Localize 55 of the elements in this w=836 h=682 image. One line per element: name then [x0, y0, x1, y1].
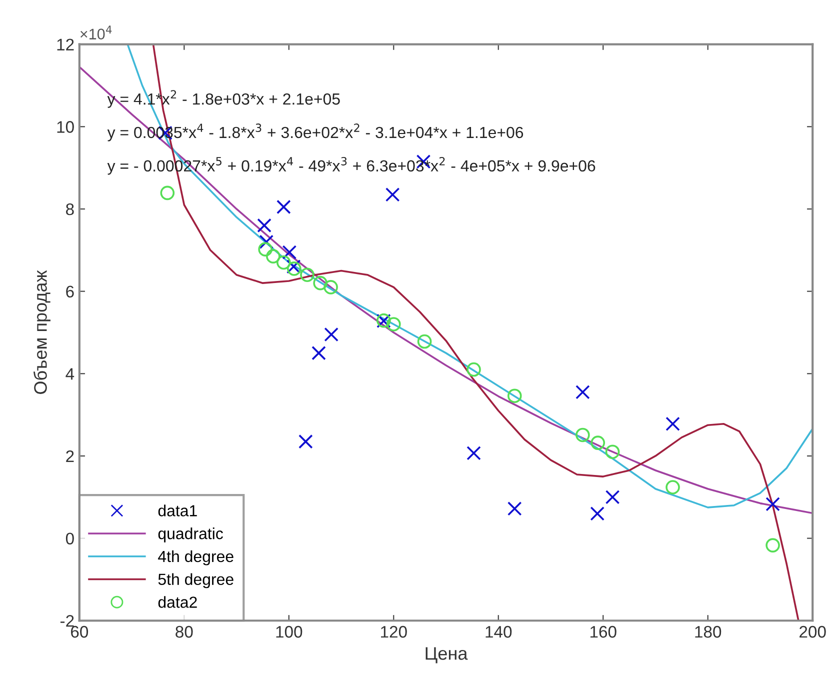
x-tick-label: 100 [276, 626, 302, 638]
point [766, 538, 780, 552]
legend-label: data1 [158, 504, 197, 516]
x-axis-title: Цена [426, 647, 468, 664]
point [590, 436, 606, 450]
y-tick-label: 6 [66, 286, 74, 298]
point [605, 490, 620, 504]
y-tick-label: 0 [66, 532, 74, 544]
legend-label: 5th degree [158, 573, 234, 588]
point [258, 242, 272, 256]
point [266, 249, 280, 264]
point [666, 416, 680, 432]
x-tick-label: 80 [176, 626, 193, 638]
x-tick-label: 160 [590, 626, 616, 638]
x-tick-label: 200 [800, 626, 826, 638]
point [507, 388, 522, 404]
point [282, 245, 297, 260]
y-tick-label: 12 [57, 38, 74, 50]
point [576, 385, 590, 400]
x-tick-label: 60 [71, 626, 88, 638]
point [298, 434, 313, 449]
point [386, 317, 401, 332]
point [313, 276, 328, 290]
point [276, 255, 291, 270]
text: ×10$^{4}$ [80, 26, 112, 40]
legend-label: 4th degree [158, 550, 234, 566]
point [276, 200, 291, 214]
point [385, 187, 400, 202]
x-tick-label: 180 [695, 626, 722, 638]
x-tick-label: 120 [381, 626, 407, 638]
point [507, 502, 522, 516]
point [576, 428, 590, 442]
x-tick-label: 140 [486, 626, 512, 638]
legend-label: data2 [158, 596, 197, 608]
point [300, 268, 314, 282]
point [312, 346, 326, 360]
point [257, 218, 272, 233]
y-tick-label: 8 [66, 203, 74, 216]
point [259, 234, 274, 250]
point [590, 506, 605, 521]
point [324, 327, 338, 342]
y-tick-label: 4 [66, 368, 74, 380]
point [766, 496, 780, 512]
legend-label: quadratic [158, 528, 223, 542]
point [666, 480, 680, 494]
point [466, 362, 481, 377]
y-axis-title: Объем продаж [33, 270, 50, 394]
y-tick-label: 2 [66, 450, 74, 462]
point [605, 444, 620, 460]
point [324, 280, 338, 294]
point [466, 446, 481, 460]
y-tick-label: 10 [57, 121, 74, 133]
point [417, 334, 432, 349]
y-tick-label: -2 [60, 615, 74, 627]
point [160, 186, 175, 200]
